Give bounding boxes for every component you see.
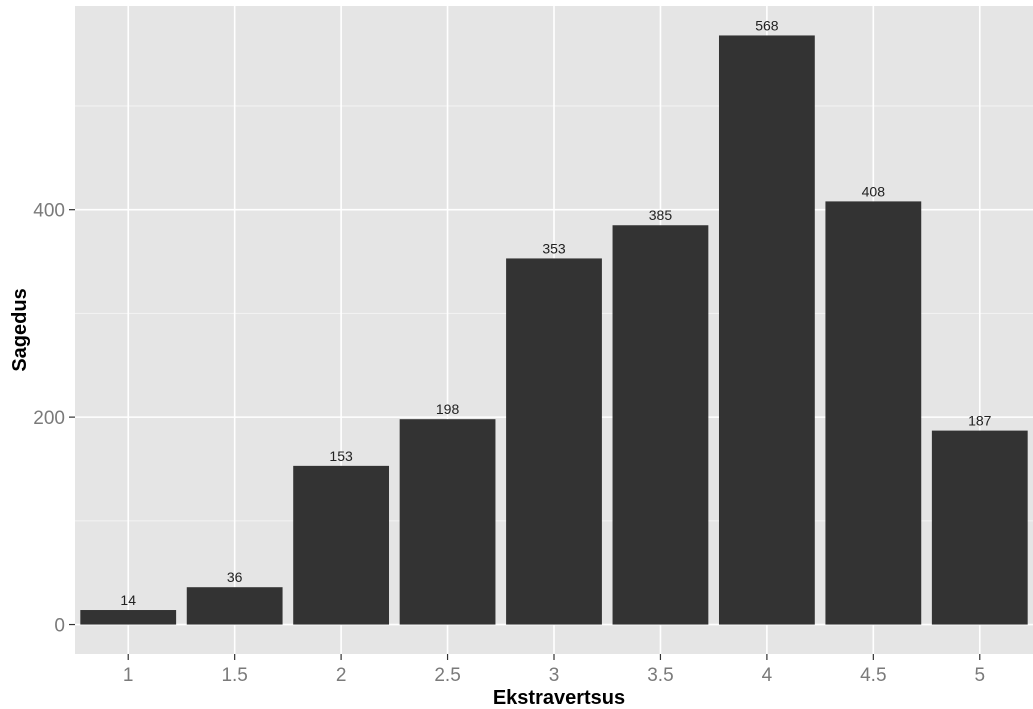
bar [718, 35, 815, 625]
y-axis-ticks: 0 200 400 [33, 201, 75, 637]
bar [825, 201, 922, 625]
y-tick-label: 400 [33, 201, 65, 222]
x-tick-label: 2 [336, 665, 347, 686]
x-tick-label: 3 [549, 665, 560, 686]
bar [80, 610, 177, 625]
bar [186, 587, 283, 625]
x-axis-title: Ekstravertsus [493, 687, 625, 709]
bar [399, 419, 496, 625]
bar [612, 225, 709, 625]
bar-value-label: 568 [755, 17, 779, 33]
bar-value-label: 353 [542, 240, 566, 256]
bar-value-label: 36 [227, 569, 243, 585]
x-tick-label: 5 [974, 665, 985, 686]
x-tick-label: 3.5 [647, 665, 673, 686]
y-axis-title: Sagedus [9, 288, 31, 371]
y-tick-label: 0 [54, 616, 65, 637]
data-labels-group: 14 36 153 198 353 385 568 408 187 [120, 17, 991, 608]
bar-value-label: 385 [649, 207, 673, 223]
bars-group [80, 35, 1028, 625]
x-tick-label: 4 [762, 665, 773, 686]
bar [293, 465, 390, 625]
x-tick-label: 1.5 [221, 665, 247, 686]
x-tick-label: 2.5 [434, 665, 460, 686]
x-tick-label: 1 [123, 665, 134, 686]
x-tick-label: 4.5 [860, 665, 886, 686]
bar-value-label: 198 [436, 401, 460, 417]
bar-value-label: 408 [862, 183, 886, 199]
y-tick-label: 200 [33, 408, 65, 429]
bar [931, 430, 1028, 625]
bar [506, 258, 602, 625]
bar-value-label: 14 [120, 592, 136, 608]
bar-value-label: 153 [329, 448, 353, 464]
x-axis-ticks: 1 1.5 2 2.5 3 3.5 4 4.5 5 [123, 654, 985, 686]
bar-value-label: 187 [968, 413, 992, 429]
